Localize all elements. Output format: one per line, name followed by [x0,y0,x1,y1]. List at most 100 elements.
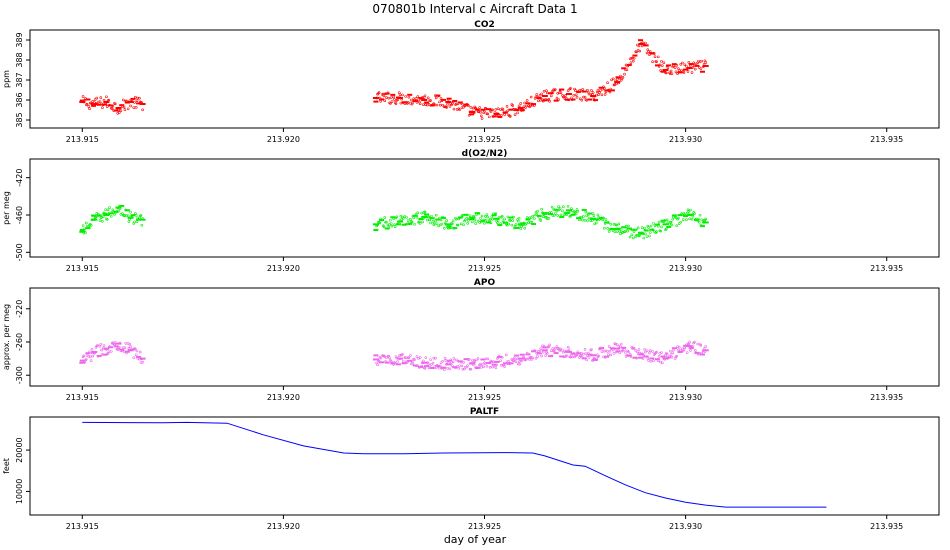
data-point [538,349,542,353]
data-point [486,108,492,111]
data-point [397,91,401,94]
data-point [631,56,634,60]
data-point [690,217,694,221]
x-tick-label: 213.935 [870,522,903,531]
data-anchor-point [662,357,669,360]
data-anchor-point [702,349,709,352]
data-point [513,113,517,117]
data-point [670,223,674,227]
data-point [431,220,435,223]
data-point [581,209,587,212]
data-point [96,103,102,106]
data-anchor-point [139,218,146,221]
data-point [440,222,444,226]
data-anchor-point [127,216,134,219]
data-point [407,93,413,96]
data-point [604,218,608,221]
data-point [500,355,504,359]
data-point [527,221,531,224]
data-point [497,115,503,118]
y-axis-label: feet [2,458,11,474]
data-point [550,205,554,209]
data-point [494,212,498,215]
data-point [692,61,695,65]
data-point [581,218,584,222]
data-point [452,227,458,230]
data-point [388,356,391,360]
data-point [130,97,136,100]
data-point [376,363,379,366]
data-point [429,99,432,102]
data-point [617,222,621,226]
data-point [619,74,622,78]
data-point [659,229,662,233]
data-point [471,359,474,362]
data-point [85,221,88,225]
data-point [110,107,114,110]
data-point [652,359,655,362]
data-point [440,216,446,219]
data-point [441,103,444,107]
data-point [484,218,488,222]
data-point [628,235,632,239]
data-point [545,89,548,92]
data-point [387,226,391,229]
data-point [401,352,404,356]
data-point [386,91,390,95]
data-point [379,361,385,364]
data-point [649,360,653,363]
data-point [405,216,408,219]
data-point [497,355,503,358]
data-point [683,63,687,67]
data-point [691,214,695,218]
data-point [533,104,536,107]
data-point [645,349,649,353]
plot-frame [29,416,940,516]
data-point [81,95,85,98]
data-point [514,226,520,229]
data-point [502,362,508,365]
data-point [123,108,127,111]
data-point [494,366,498,370]
data-point [385,220,388,224]
data-point [508,108,514,111]
data-point [134,95,137,99]
data-point [102,344,106,347]
data-point [657,355,661,358]
data-point [135,220,139,223]
data-point [606,81,609,84]
data-point [101,220,104,223]
data-point [141,108,144,112]
data-point [403,102,407,105]
data-point [623,68,627,71]
data-point [393,361,397,365]
data-point [559,216,565,219]
data-point [536,209,539,213]
data-point [113,109,119,112]
data-point [413,358,416,361]
data-point [88,350,91,354]
data-anchor-point [686,67,693,69]
data-point [491,214,497,217]
data-point [607,221,610,224]
data-point [446,359,452,362]
data-point [406,219,410,222]
x-tick-label: 213.920 [267,393,300,402]
data-anchor-point [79,230,86,233]
x-tick-label: 213.915 [66,522,99,531]
data-point [383,216,387,219]
x-tick-label: 213.915 [66,393,99,402]
data-point [570,355,574,359]
data-point [385,96,388,99]
data-point [626,229,629,233]
data-point [632,54,638,57]
data-anchor-point [445,101,452,103]
data-anchor-point [614,347,621,350]
data-point [683,68,689,71]
data-point [432,356,436,360]
data-point [609,227,615,230]
data-point [561,209,564,213]
data-point [433,103,436,106]
x-tick-label: 213.930 [669,393,702,402]
data-point [136,218,142,221]
